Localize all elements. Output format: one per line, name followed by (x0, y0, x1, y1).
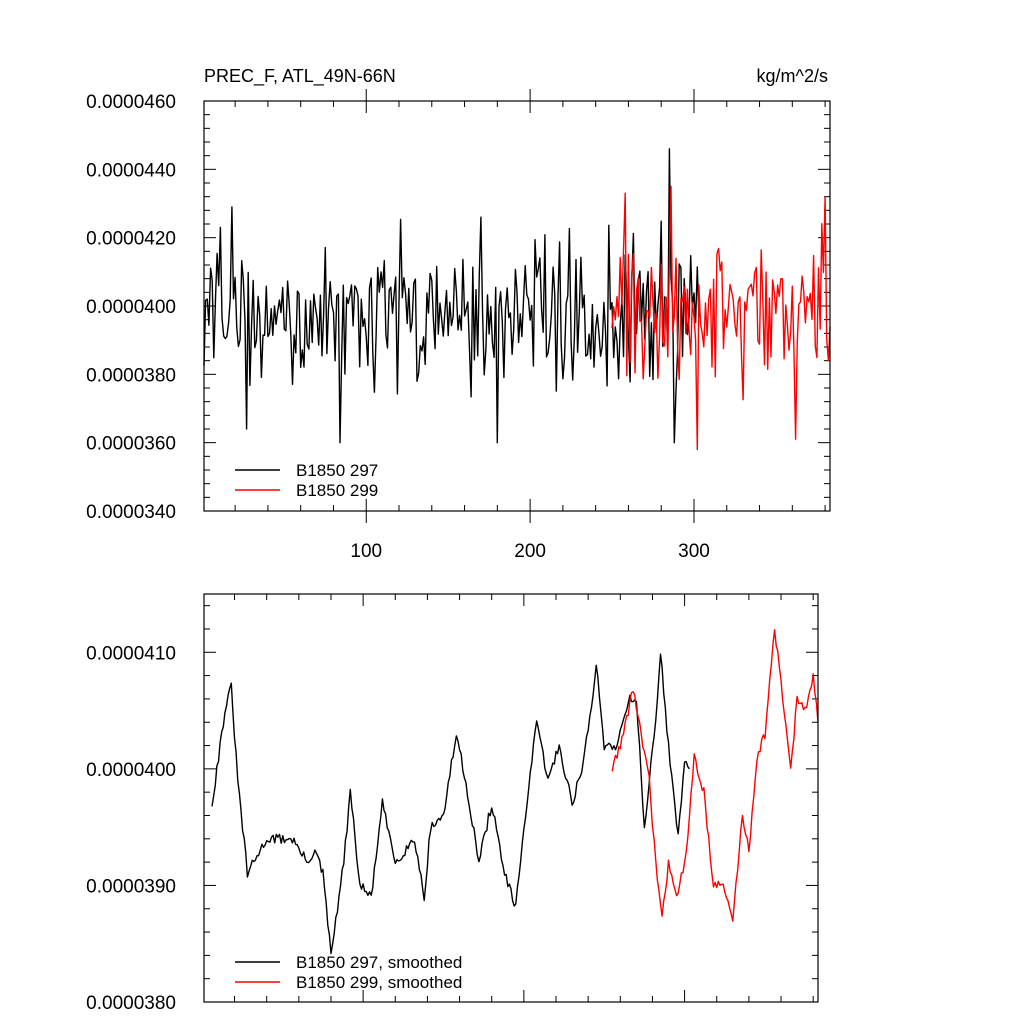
legend: B1850 297 B1850 299 (235, 461, 378, 500)
legend-label: B1850 297, smoothed (296, 953, 462, 972)
y-tick-label: 0.0000440 (86, 160, 176, 181)
y-tick-label: 0.0000390 (86, 876, 176, 897)
x-tick-label: 200 (514, 541, 546, 562)
series-line (211, 653, 690, 955)
x-tick-label: 100 (350, 541, 382, 562)
y-tick-label: 0.0000340 (86, 502, 176, 523)
series-line (611, 185, 831, 451)
chart-title-left: PREC_F, ATL_49N-66N (204, 66, 396, 87)
y-tick-label: 0.0000460 (86, 92, 176, 113)
legend: B1850 297, smoothed B1850 299, smoothed (235, 953, 462, 992)
timeseries-panel-smoothed: 0.0000380 0.0000390 0.0000400 0.0000410 B18… (86, 593, 819, 1014)
legend-label: B1850 299 (296, 481, 378, 500)
y-tick-label: 0.0000380 (86, 993, 176, 1014)
series-lines (211, 629, 819, 955)
y-axis-tick-labels: 0.0000340 0.0000360 0.0000380 0.0000400 0.00… (86, 92, 176, 523)
plot-frame (203, 100, 831, 512)
x-axis-tick-labels: 100 200 300 (350, 541, 709, 562)
timeseries-panel-raw: PREC_F, ATL_49N-66N kg/m^2/s 0.00003400.… (86, 66, 831, 562)
y-tick-label: 0.0000410 (86, 643, 176, 664)
chart-title-right: kg/m^2/s (757, 66, 828, 86)
series-line (203, 148, 700, 444)
legend-label: B1850 297 (296, 461, 378, 480)
y-tick-label: 0.0000380 (86, 365, 176, 386)
series-line (611, 629, 819, 922)
plot-frame (203, 593, 819, 1003)
y-tick-label: 0.0000400 (86, 760, 176, 781)
y-tick-label: 0.0000400 (86, 297, 176, 318)
y-axis-tick-labels: 0.0000380 0.0000390 0.0000400 0.0000410 (86, 643, 176, 1014)
series-lines (203, 148, 831, 451)
x-tick-label: 300 (678, 541, 710, 562)
y-tick-label: 0.0000360 (86, 434, 176, 455)
y-tick-label: 0.0000420 (86, 229, 176, 250)
legend-label: B1850 299, smoothed (296, 973, 462, 992)
axis-ticks (204, 594, 818, 1003)
